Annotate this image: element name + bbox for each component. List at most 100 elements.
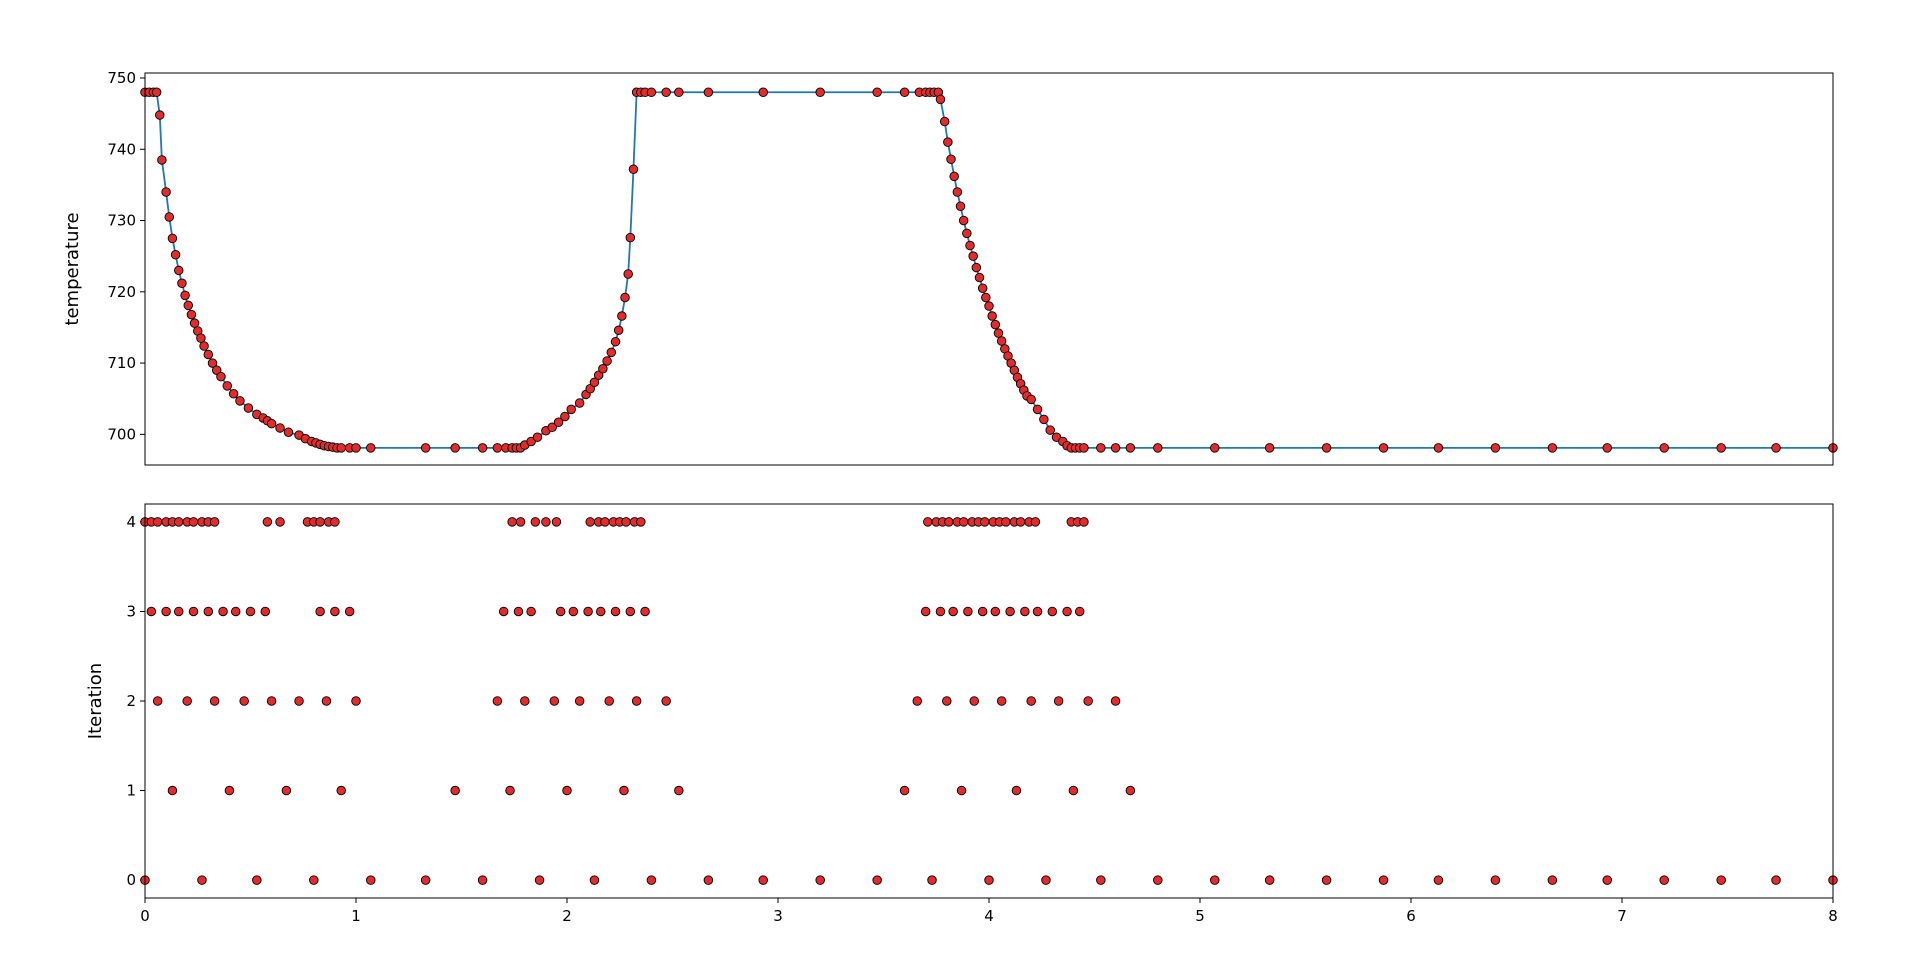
data-point xyxy=(336,443,346,453)
data-point xyxy=(245,606,256,617)
data-point xyxy=(1716,875,1726,885)
data-point xyxy=(186,309,197,320)
data-point xyxy=(1153,443,1163,453)
data-point xyxy=(939,116,950,127)
data-point xyxy=(619,785,629,796)
data-point xyxy=(1032,404,1043,415)
data-point xyxy=(315,606,325,617)
data-point xyxy=(266,418,277,429)
data-point xyxy=(636,517,646,527)
data-point xyxy=(450,443,460,453)
data-point xyxy=(987,311,997,321)
y-tick-label: 720 xyxy=(107,283,136,301)
data-point xyxy=(968,251,978,261)
data-point xyxy=(1771,875,1781,885)
data-point xyxy=(574,696,585,706)
data-point xyxy=(952,187,963,197)
data-point xyxy=(275,423,285,433)
data-point xyxy=(1015,517,1026,527)
data-point xyxy=(872,875,882,885)
y-axis-label: temperature xyxy=(62,212,83,325)
data-point xyxy=(520,696,530,706)
data-point xyxy=(623,269,633,279)
x-tick-label: 6 xyxy=(1406,907,1416,925)
data-point xyxy=(602,356,612,366)
data-point xyxy=(209,517,220,527)
data-point xyxy=(283,427,294,437)
data-point xyxy=(610,606,621,617)
data-point xyxy=(152,696,163,706)
data-point xyxy=(235,396,245,406)
data-point xyxy=(606,347,617,358)
data-point xyxy=(183,300,194,311)
data-point xyxy=(1125,443,1136,453)
data-point xyxy=(507,517,517,527)
data-point xyxy=(1659,875,1669,885)
data-point xyxy=(218,606,228,617)
data-point xyxy=(981,292,991,303)
data-point xyxy=(958,215,969,226)
data-point xyxy=(1026,696,1036,706)
data-point xyxy=(170,249,181,260)
data-point xyxy=(1547,443,1558,453)
data-point xyxy=(420,443,431,453)
data-point xyxy=(948,606,958,617)
data-point xyxy=(920,606,931,617)
data-point xyxy=(589,377,600,388)
data-point xyxy=(974,272,985,283)
axes-frame xyxy=(144,503,1834,899)
data-point xyxy=(899,87,910,97)
data-point xyxy=(1602,443,1612,453)
data-point xyxy=(977,283,988,293)
data-point xyxy=(955,201,966,212)
data-point xyxy=(243,403,254,413)
x-tick-label: 4 xyxy=(984,907,994,925)
data-point xyxy=(224,785,235,796)
data-point xyxy=(553,417,564,427)
data-point xyxy=(583,606,593,617)
data-point xyxy=(969,696,979,706)
data-point xyxy=(330,517,340,527)
data-point xyxy=(513,606,524,617)
data-point xyxy=(993,328,1004,338)
data-point xyxy=(1062,606,1072,617)
data-point xyxy=(228,388,239,399)
data-point xyxy=(912,696,923,706)
data-point xyxy=(942,696,952,706)
data-point xyxy=(996,696,1007,706)
data-point xyxy=(625,606,636,617)
data-point xyxy=(661,87,671,97)
data-point xyxy=(1210,875,1220,885)
x-tick-label: 2 xyxy=(562,907,572,925)
data-point xyxy=(344,606,355,617)
data-point xyxy=(515,517,526,527)
data-point xyxy=(568,606,579,617)
data-point xyxy=(196,333,206,343)
data-point xyxy=(628,164,639,174)
data-point xyxy=(1378,875,1389,885)
data-point xyxy=(1001,517,1011,527)
data-point xyxy=(962,228,972,239)
data-point xyxy=(977,606,988,617)
data-point xyxy=(943,137,953,147)
data-point xyxy=(177,278,187,289)
data-point xyxy=(946,154,956,164)
data-point xyxy=(1125,785,1136,796)
y-tick-label: 4 xyxy=(126,513,136,531)
data-point xyxy=(477,875,488,885)
data-point xyxy=(1659,443,1669,453)
data-point xyxy=(151,87,162,97)
data-point xyxy=(477,443,488,453)
data-point xyxy=(963,606,973,617)
data-point xyxy=(260,606,271,617)
data-point xyxy=(330,606,340,617)
y-tick-label: 1 xyxy=(126,782,136,800)
data-point xyxy=(674,87,684,97)
data-point xyxy=(1602,875,1612,885)
data-point xyxy=(1321,875,1332,885)
data-point xyxy=(1110,696,1121,706)
data-point xyxy=(189,318,200,328)
data-point xyxy=(1053,696,1064,706)
data-point xyxy=(555,606,566,617)
